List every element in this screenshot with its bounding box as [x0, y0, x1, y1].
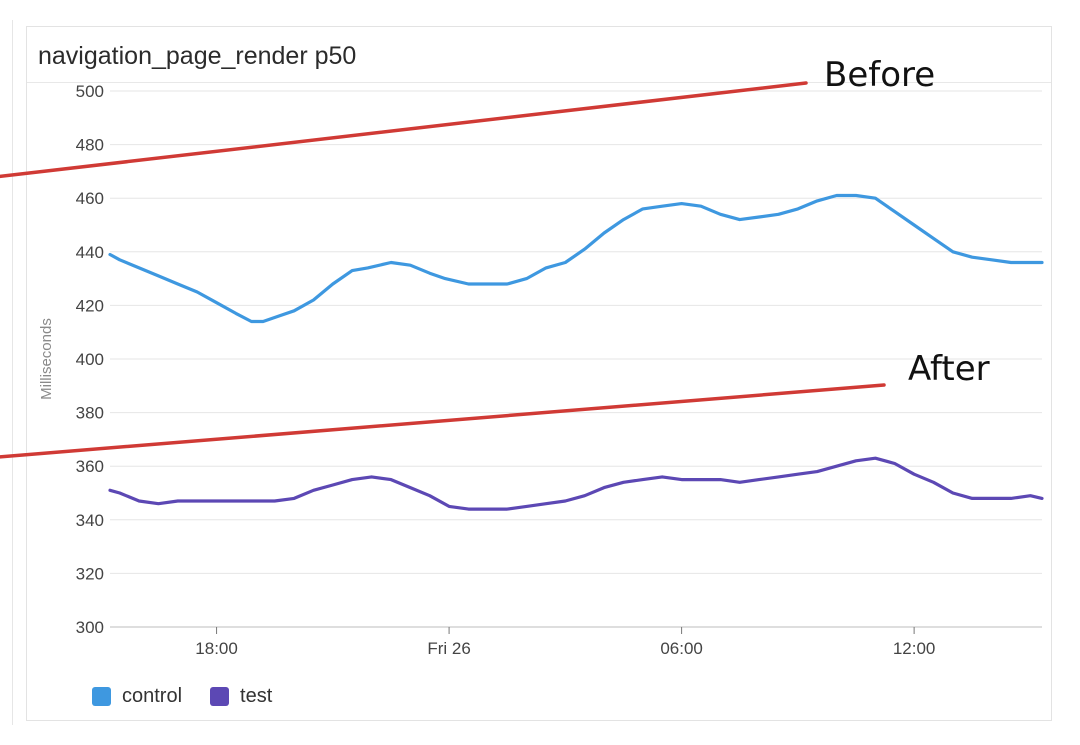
legend-item-control[interactable]: control	[92, 685, 182, 708]
series-line-test	[108, 456, 1044, 511]
y-axis: 300 320 340 360 380 400 420 440 460 480 500	[76, 82, 104, 637]
y-tick-label: 500	[76, 82, 104, 101]
annotations: Before After	[0, 55, 990, 459]
y-tick-label: 420	[76, 296, 104, 315]
annotation-arrow	[0, 383, 886, 459]
y-tick-label: 340	[76, 511, 104, 530]
grid	[110, 90, 1042, 628]
legend: control test	[92, 685, 300, 708]
legend-label: test	[240, 685, 273, 707]
page-edge	[12, 20, 13, 725]
annotation-arrow	[0, 81, 808, 179]
legend-swatch	[92, 687, 111, 706]
panel-header: navigation_page_render p50	[27, 27, 1051, 83]
y-axis-label: Milliseconds	[38, 318, 55, 400]
series-line-control	[108, 193, 1044, 324]
y-tick-label: 380	[76, 404, 104, 423]
x-tick-label: 12:00	[893, 639, 936, 658]
legend-label: control	[122, 685, 183, 707]
y-tick-label: 440	[76, 243, 104, 262]
x-axis: 18:00 Fri 26 06:00 12:00	[195, 627, 935, 658]
annotation-label: Before	[824, 55, 935, 95]
y-tick-label: 300	[76, 618, 104, 637]
chart-panel: navigation_page_render p50	[26, 26, 1052, 721]
y-tick-label: 460	[76, 189, 104, 208]
y-tick-label: 320	[76, 564, 104, 583]
y-tick-label: 400	[76, 350, 104, 369]
series-group	[108, 193, 1044, 511]
x-tick-label: 06:00	[660, 639, 703, 658]
legend-item-test[interactable]: test	[210, 685, 272, 708]
x-tick-label: 18:00	[195, 639, 238, 658]
x-tick-label: Fri 26	[427, 639, 470, 658]
legend-swatch	[210, 687, 230, 706]
y-tick-label: 360	[76, 457, 104, 476]
annotation-label: After	[908, 349, 990, 389]
panel-title: navigation_page_render p50	[38, 42, 357, 70]
y-tick-label: 480	[76, 136, 104, 155]
